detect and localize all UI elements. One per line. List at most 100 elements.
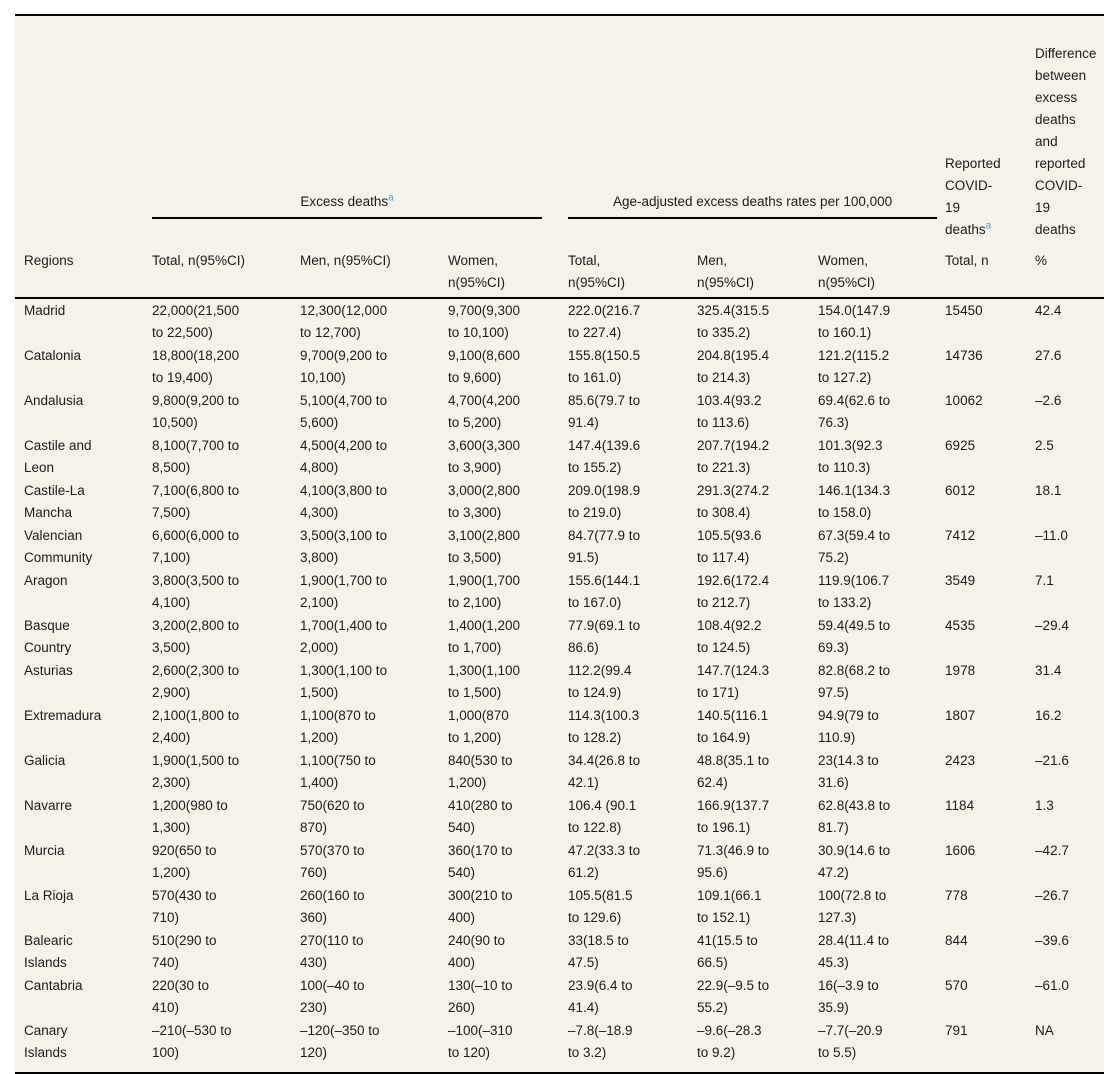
data-cell: 1807 (945, 708, 976, 723)
data-cell: 3,800(3,500 to 4,100) (152, 573, 240, 610)
data-cell: 1,700(1,400 to 2,000) (300, 618, 388, 655)
data-cell: 71.3(46.9 to 95.6) (697, 843, 770, 880)
data-cell: 166.9(137.7 to 196.1) (697, 798, 770, 835)
data-cell: 105.5(93.6 to 117.4) (697, 528, 762, 565)
table-row: Madrid 22,000(21,500 to 22,500) 12,300(12,… (15, 298, 1104, 344)
region-cell: Castile and Leon (24, 438, 92, 475)
data-cell: 1,900(1,500 to 2,300) (152, 753, 240, 790)
data-cell: 82.8(68.2 to 97.5) (818, 663, 891, 700)
data-cell: 7412 (945, 528, 976, 543)
data-cell: 240(90 to 400) (448, 933, 506, 970)
data-cell: 121.2(115.2 to 127.2) (818, 348, 890, 385)
region-cell: Catalonia (24, 348, 82, 363)
data-cell: 62.8(43.8 to 81.7) (818, 798, 891, 835)
region-cell: Navarre (24, 798, 73, 813)
data-cell: 15450 (945, 303, 983, 318)
data-cell: 67.3(59.4 to 75.2) (818, 528, 891, 565)
table-row: Castile-La Mancha 7,100(6,800 to 7,500) 4,… (15, 479, 1104, 524)
data-cell: 155.8(150.5 to 161.0) (568, 348, 641, 385)
column-header-reported-total: Total, n (945, 241, 1036, 299)
table-body: Madrid 22,000(21,500 to 22,500) 12,300(12,… (15, 298, 1104, 1064)
region-cell: Andalusia (24, 393, 84, 408)
data-cell: –7.8(–18.9 to 3.2) (568, 1023, 633, 1060)
data-cell: 7,100(6,800 to 7,500) (152, 483, 240, 520)
table-row: Navarre 1,200(980 to 1,300) 750(620 to 870… (15, 794, 1104, 839)
data-cell: 1978 (945, 663, 976, 678)
table-row: Extremadura 2,100(1,800 to 2,400) 1,100(87… (15, 704, 1104, 749)
data-cell: 119.9(106.7 to 133.2) (818, 573, 890, 610)
table-row: Aragon 3,800(3,500 to 4,100) 1,900(1,700 t… (15, 569, 1104, 614)
table-row: Valencian Community 6,600(6,000 to 7,100)… (15, 524, 1104, 569)
data-cell: 209.0(198.9 to 219.0) (568, 483, 641, 520)
data-cell: 204.8(195.4 to 214.3) (697, 348, 770, 385)
data-cell: 570 (945, 978, 968, 993)
data-cell: 6925 (945, 438, 976, 453)
region-cell: Cantabria (24, 978, 83, 993)
data-cell: 9,800(9,200 to 10,500) (152, 393, 240, 430)
data-cell: 207.7(194.2 to 221.3) (697, 438, 770, 475)
data-cell: 1,000(870 to 1,200) (448, 708, 509, 745)
data-cell: 4,100(3,800 to 4,300) (300, 483, 388, 520)
data-cell: 100(72.8 to 127.3) (818, 888, 887, 925)
data-cell: –7.7(–20.9 to 5.5) (818, 1023, 883, 1060)
table-row: Galicia 1,900(1,500 to 2,300) 1,100(750 to… (15, 749, 1104, 794)
column-header-rate-men: Men, n(95%CI) (697, 241, 819, 299)
data-cell: 27.6 (1035, 348, 1062, 363)
column-header-excess-women: Women, n(95%CI) (448, 241, 569, 299)
data-cell: 1,900(1,700 to 2,100) (300, 573, 388, 610)
data-cell: 108.4(92.2 to 124.5) (697, 618, 762, 655)
region-cell: Valencian Community (24, 528, 93, 565)
data-cell: 154.0(147.9 to 160.1) (818, 303, 891, 340)
region-cell: Galicia (24, 753, 66, 768)
data-cell: 23.9(6.4 to 41.4) (568, 978, 633, 1015)
group-label-reported-covid-deaths: Reported COVID- 19 deaths (945, 156, 1001, 237)
data-cell: 778 (945, 888, 968, 903)
table-row: Andalusia 9,800(9,200 to 10,500) 5,100(4,7… (15, 389, 1104, 434)
data-cell: 28.4(11.4 to 45.3) (818, 933, 890, 970)
data-cell: 105.5(81.5 to 129.6) (568, 888, 633, 925)
data-cell: 146.1(134.3 to 158.0) (818, 483, 891, 520)
data-cell: 1,300(1,100 to 1,500) (300, 663, 388, 700)
data-cell: 147.7(124.3 to 171) (697, 663, 770, 700)
data-cell: 291.3(274.2 to 308.4) (697, 483, 770, 520)
data-cell: 9,700(9,300 to 10,100) (448, 303, 521, 340)
region-cell: La Rioja (24, 888, 74, 903)
data-cell: 114.3(100.3 to 128.2) (568, 708, 640, 745)
region-cell: Aragon (24, 573, 68, 588)
data-cell: 510(290 to 740) (152, 933, 217, 970)
data-cell: 14736 (945, 348, 983, 363)
data-cell: 9,700(9,200 to 10,100) (300, 348, 388, 385)
data-cell: 3,600(3,300 to 3,900) (448, 438, 521, 475)
table-row: Castile and Leon 8,100(7,700 to 8,500) 4,5… (15, 434, 1104, 479)
table-row: Canary Islands –210(–530 to 100) –120(–350… (15, 1019, 1104, 1064)
data-cell: 1184 (945, 798, 975, 813)
data-cell: 2.5 (1035, 438, 1054, 453)
data-cell: 260(160 to 360) (300, 888, 365, 925)
data-cell: 34.4(26.8 to 42.1) (568, 753, 641, 790)
data-cell: –21.6 (1035, 753, 1069, 768)
data-cell: 16(–3.9 to 35.9) (818, 978, 879, 1015)
data-cell: 1,900(1,700 to 2,100) (448, 573, 521, 610)
data-cell: 77.9(69.1 to 86.6) (568, 618, 641, 655)
region-cell: Basque Country (24, 618, 72, 655)
column-header-row: Regions Total, n(95%CI) Men, n(95%CI) Wo… (15, 241, 1105, 299)
data-cell: –29.4 (1035, 618, 1069, 633)
region-cell: Extremadura (24, 708, 102, 723)
group-header-excess-deaths: Excess deathsa (152, 16, 568, 241)
data-cell: 2,100(1,800 to 2,400) (152, 708, 240, 745)
data-cell: 3,500(3,100 to 3,800) (300, 528, 388, 565)
data-cell: 3,000(2,800 to 3,300) (448, 483, 521, 520)
data-cell: –11.0 (1035, 528, 1068, 543)
region-cell: Asturias (24, 663, 73, 678)
data-cell: 84.7(77.9 to 91.5) (568, 528, 641, 565)
data-cell: 41(15.5 to 66.5) (697, 933, 758, 970)
data-cell: 1,100(750 to 1,400) (300, 753, 376, 790)
data-cell: 140.5(116.1 to 164.9) (697, 708, 769, 745)
regions-group-spacer (15, 16, 152, 241)
data-cell: 22.9(–9.5 to 55.2) (697, 978, 770, 1015)
data-cell: 85.6(79.7 to 91.4) (568, 393, 641, 430)
data-cell: 570(430 to 710) (152, 888, 217, 925)
footnote-marker-a: a (985, 220, 992, 232)
data-cell: –9.6(–28.3 to 9.2) (697, 1023, 762, 1060)
column-header-rate-total: Total, n(95%CI) (568, 241, 698, 299)
